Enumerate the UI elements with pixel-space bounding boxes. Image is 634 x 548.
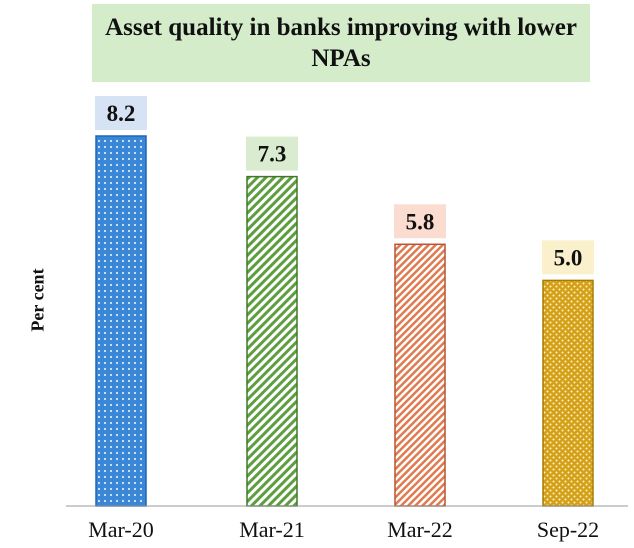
data-label-box-mar-20 bbox=[95, 96, 147, 130]
bar-mar-21 bbox=[246, 175, 298, 507]
data-label-mar-20: 8.2 bbox=[107, 101, 136, 126]
x-tick-sep-22: Sep-22 bbox=[537, 517, 599, 542]
data-label-sep-22: 5.0 bbox=[554, 245, 583, 270]
bar-mar-20 bbox=[95, 135, 147, 507]
data-label-mar-22: 5.8 bbox=[406, 209, 435, 234]
data-label-box-mar-22 bbox=[394, 204, 446, 239]
chart-title-box: Asset quality in banks improving with lo… bbox=[92, 4, 590, 82]
x-tick-mar-21: Mar-21 bbox=[239, 517, 305, 542]
chart-title: Asset quality in banks improving with lo… bbox=[105, 14, 577, 72]
bar-sep-22 bbox=[542, 279, 594, 507]
data-label-mar-21: 7.3 bbox=[258, 142, 287, 167]
x-tick-mar-22: Mar-22 bbox=[387, 517, 453, 542]
bar-mar-22 bbox=[394, 243, 446, 507]
x-tick-mar-20: Mar-20 bbox=[88, 517, 154, 542]
data-label-box-mar-21 bbox=[246, 136, 298, 171]
data-label-box-sep-22 bbox=[542, 240, 594, 275]
